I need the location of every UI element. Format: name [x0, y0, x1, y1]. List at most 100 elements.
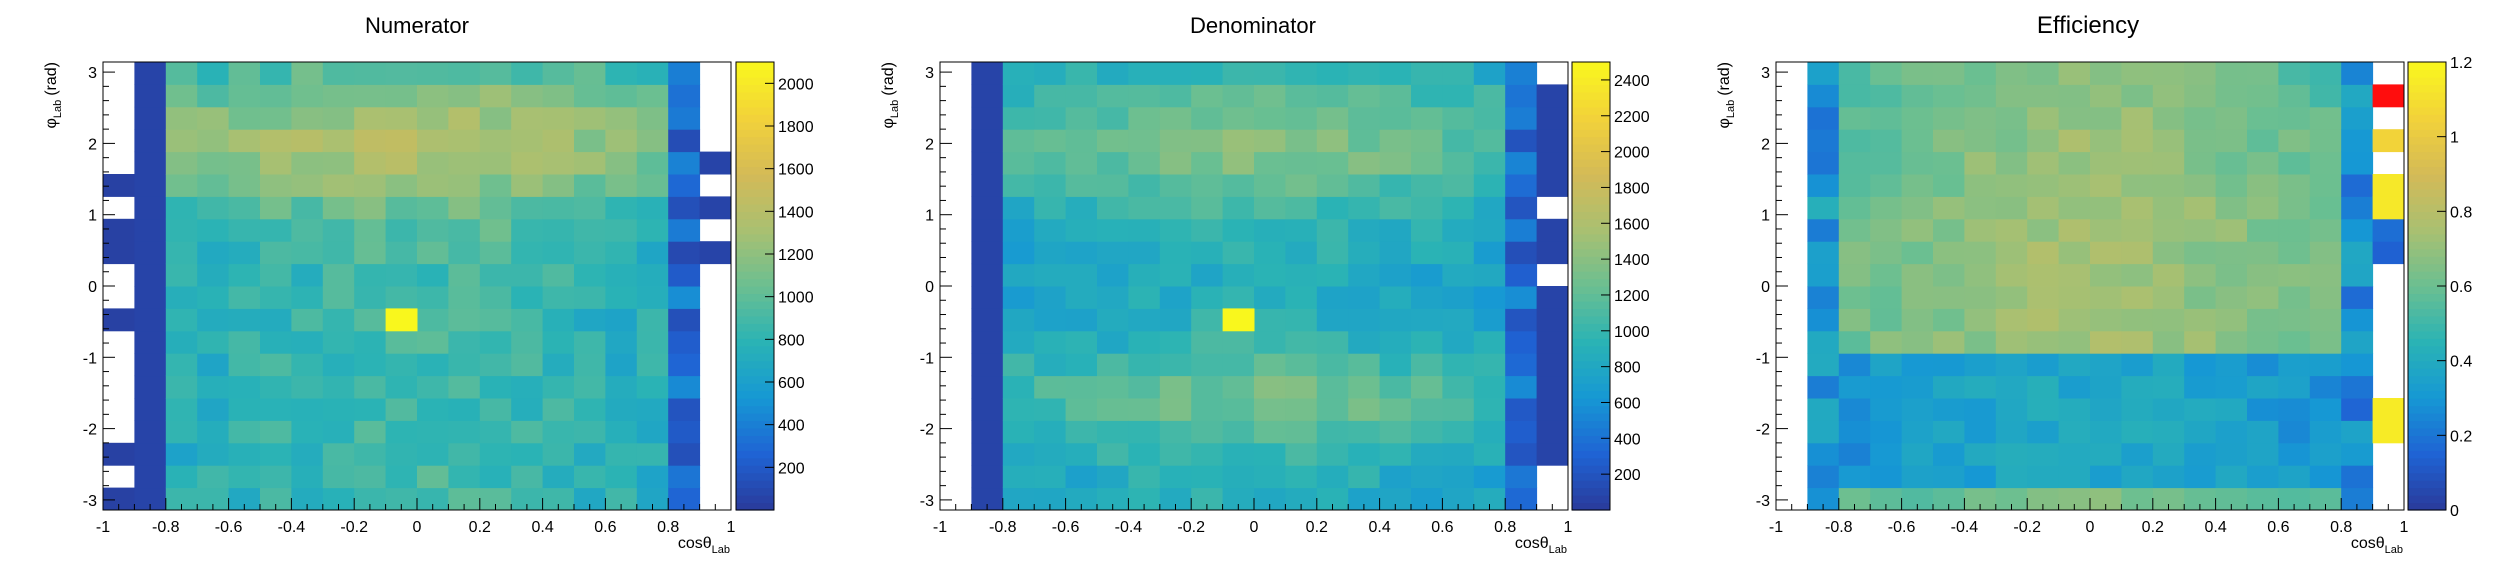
heatmap-cell [1285, 286, 1318, 309]
heatmap-cell [1191, 286, 1224, 309]
heatmap-cell [2341, 308, 2374, 332]
heatmap-cell [574, 398, 606, 421]
heatmap-cell [1536, 442, 1569, 466]
heatmap-cell [1505, 442, 1538, 466]
heatmap-cell [1379, 353, 1412, 377]
heatmap-cell [2184, 218, 2217, 242]
heatmap-cell [542, 62, 575, 85]
heatmap-cell [1065, 286, 1098, 309]
heatmap-cell [2341, 487, 2374, 511]
x-tick-label: -0.8 [1825, 519, 1853, 536]
heatmap-cell [1002, 218, 1035, 242]
heatmap-cells [1807, 62, 2405, 511]
heatmap-cell [103, 442, 135, 466]
colorbar-segment [736, 188, 774, 197]
heatmap-cell [1505, 129, 1538, 153]
heatmap-cell [1254, 84, 1286, 108]
heatmap-cell [385, 129, 418, 153]
heatmap-cell [1838, 487, 1871, 511]
colorbar-tick-label: 2400 [1614, 73, 1650, 90]
heatmap-cell [165, 330, 198, 354]
colorbar-segment [1572, 412, 1610, 421]
heatmap-cell [1379, 62, 1412, 85]
heatmap-cell [1065, 151, 1098, 175]
heatmap-cell [2309, 218, 2342, 242]
heatmap-cell [134, 442, 167, 466]
heatmap-cell [354, 442, 387, 466]
heatmap-cell [1995, 465, 2028, 489]
heatmap-cell [1254, 286, 1286, 309]
heatmap-cell [1870, 106, 1903, 130]
colorbar: 200 400 600 800 1000 1200 1400 1600 1800 2000 2200… [1571, 61, 1650, 511]
colorbar-segment [736, 144, 774, 153]
heatmap-cell [322, 353, 355, 377]
heatmap-cell [1442, 442, 1475, 466]
heatmap-cell [2027, 218, 2060, 242]
heatmap-cell [1191, 353, 1224, 377]
heatmap-cell [2121, 442, 2154, 466]
heatmap-cell [1838, 398, 1871, 421]
heatmap-cell [322, 420, 355, 444]
heatmap-cell [605, 442, 638, 466]
heatmap-cell [291, 106, 324, 130]
heatmap-cell [1065, 330, 1098, 354]
heatmap-cell [2341, 106, 2374, 130]
heatmap-cell [228, 420, 261, 444]
colorbar-segment [1572, 248, 1610, 257]
heatmap-cell [260, 420, 292, 444]
heatmap-cell [1316, 62, 1349, 85]
x-tick-label: -0.2 [340, 519, 368, 536]
heatmap-cell [511, 106, 544, 130]
heatmap-cell [2215, 398, 2248, 421]
heatmap-cell [2341, 196, 2374, 220]
y-tick-label: -1 [1756, 350, 1770, 367]
heatmap-cell [2372, 241, 2405, 265]
heatmap-cell [574, 442, 606, 466]
heatmap-cell [2309, 308, 2342, 332]
heatmap-cell [165, 286, 198, 309]
heatmap-cell [2058, 129, 2091, 153]
colorbar-segment [736, 450, 774, 459]
heatmap-cell [2278, 442, 2311, 466]
heatmap-cell [1870, 398, 1903, 421]
colorbar-segment [2408, 91, 2446, 100]
x-tick-label: -0.4 [1115, 519, 1143, 536]
heatmap-cell [354, 487, 387, 511]
heatmap-cell [385, 398, 418, 421]
heatmap-cell [1807, 286, 1840, 309]
heatmap-cell [197, 196, 230, 220]
heatmap-cell [2152, 465, 2185, 489]
heatmap-cells [103, 62, 732, 511]
heatmap-cell [228, 196, 261, 220]
heatmap-cell [1065, 218, 1098, 242]
heatmap-cell [636, 353, 669, 377]
heatmap-cell [2215, 353, 2248, 377]
heatmap-cell [228, 375, 261, 399]
heatmap-cell [1870, 420, 1903, 444]
heatmap-cell [1097, 84, 1129, 108]
heatmap-cell [2278, 174, 2311, 197]
heatmap-cell [1379, 286, 1412, 309]
colorbar-segment [2408, 338, 2446, 347]
heatmap-cell [1128, 129, 1161, 153]
heatmap-cell [2372, 420, 2405, 444]
heatmap-cell [1191, 196, 1224, 220]
heatmap-cell [2278, 218, 2311, 242]
heatmap-cell [636, 218, 669, 242]
heatmap-cell [2090, 174, 2122, 197]
y-axis: -3 -2 -1 0 1 2 3 [920, 65, 952, 510]
colorbar-segment [1572, 457, 1610, 466]
colorbar-segment [736, 233, 774, 242]
heatmap-cell [2247, 218, 2279, 242]
heatmap-cell [385, 330, 418, 354]
heatmap-cell [1285, 196, 1318, 220]
heatmap-cell [1254, 241, 1286, 265]
heatmap-cell [385, 375, 418, 399]
heatmap-cell [1901, 151, 1934, 175]
heatmap-cell [542, 442, 575, 466]
y-tick-label: 1 [1761, 208, 1770, 225]
heatmap-cell [354, 241, 387, 265]
heatmap-cell [574, 375, 606, 399]
heatmap-cell [1348, 106, 1381, 130]
heatmap-cell-max [1222, 308, 1255, 332]
